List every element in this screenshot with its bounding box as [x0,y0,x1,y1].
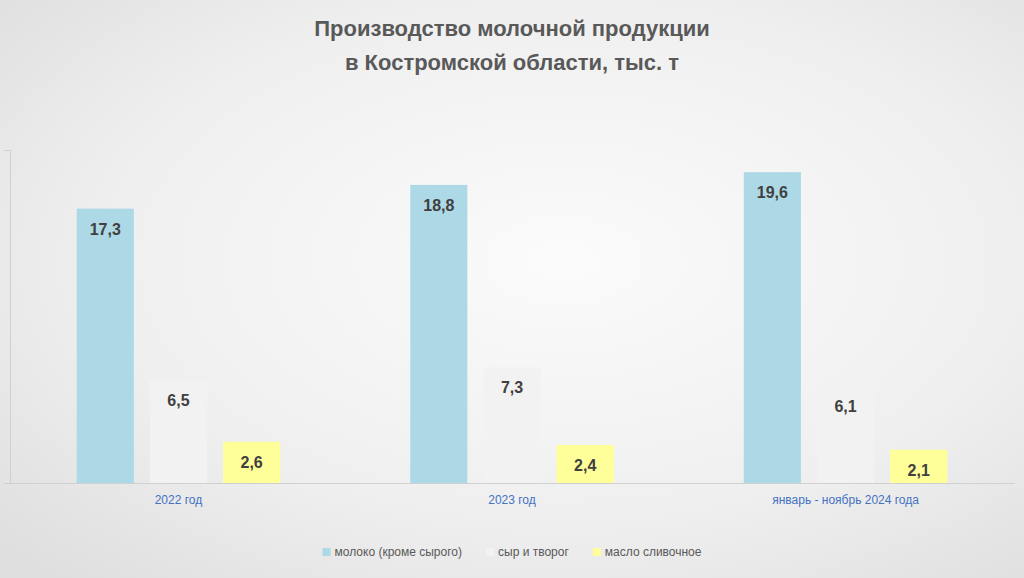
x-axis-line [11,483,1015,484]
x-axis: 2022 год 2023 год январь - ноябрь 2024 год… [11,483,1015,507]
x-tick-label: 2022 год [155,493,203,507]
data-label: 18,8 [423,197,454,214]
legend: молоко (кроме сырого) сыр и творог масло с… [323,545,702,559]
legend-swatch [486,548,494,556]
x-tick: 2023 год [488,483,536,507]
legend-label: молоко (кроме сырого) [335,545,462,559]
title: Производство молочной продукции в Костром… [314,16,710,75]
bar [223,442,280,483]
data-label: 2,1 [908,462,930,479]
bar [557,445,614,483]
data-label: 17,3 [90,221,121,238]
data-label: 6,1 [834,398,856,415]
data-label: 2,6 [241,454,263,471]
title-line: в Костромской области, тыс. т [345,50,679,75]
data-labels: 17,3 18,8 19,6 6,5 7,3 6,1 2,6 2,4 2,1 [90,184,930,479]
data-label: 7,3 [501,379,523,396]
data-label: 2,4 [574,457,596,474]
x-tick: 2022 год [155,483,203,507]
y-axis-line [4,151,11,484]
bar [150,380,207,483]
legend-label: масло сливочное [605,545,702,559]
bar [483,367,540,483]
bar [744,172,801,483]
bar [817,386,874,483]
bars [77,172,948,483]
legend-item: масло сливочное [593,545,702,559]
bar [410,185,467,483]
bar [890,450,947,483]
background [0,0,1024,578]
legend-item: сыр и творог [486,545,569,559]
title-line: Производство молочной продукции [314,16,710,41]
legend-item: молоко (кроме сырого) [323,545,462,559]
data-label: 19,6 [757,184,788,201]
x-tick-label: 2023 год [488,493,536,507]
x-tick-label: январь - ноябрь 2024 года [772,493,919,507]
legend-label: сыр и творог [498,545,569,559]
chart: Производство молочной продукции в Костром… [0,0,1024,578]
legend-swatch [323,548,331,556]
x-tick: январь - ноябрь 2024 года [772,483,919,507]
legend-swatch [593,548,601,556]
y-axis [4,151,11,484]
data-label: 6,5 [167,392,189,409]
bar [77,209,134,483]
